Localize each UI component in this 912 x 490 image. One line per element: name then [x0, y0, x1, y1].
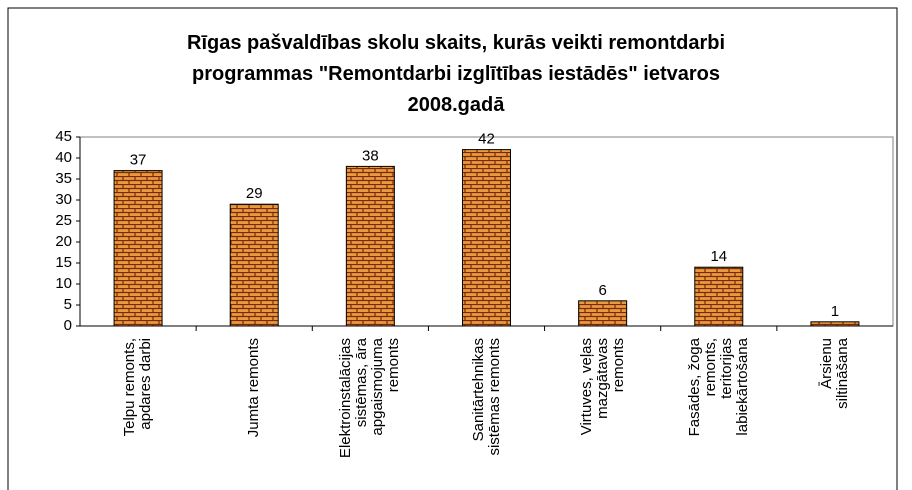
y-tick-label: 45: [55, 128, 72, 145]
bar: [113, 170, 163, 327]
data-label: 42: [478, 131, 495, 148]
data-label: 1: [831, 303, 839, 320]
bar: [810, 321, 860, 327]
frame: [7, 7, 898, 490]
y-tick-label: 30: [55, 191, 72, 208]
x-tick-label: Elektroinstalācijas sistēmas, āra apgais…: [337, 338, 403, 459]
data-label: 37: [130, 152, 147, 169]
x-tick-label: Virtuves, veļas mazgātavas remonts: [577, 338, 627, 436]
x-tick-label: Sanitārtehnikas sistēmas remonts: [469, 338, 503, 456]
x-tick-label: Fasādes, žoga remonts, teritorijas labie…: [685, 338, 751, 437]
y-tick-label: 40: [55, 149, 72, 166]
data-label: 29: [246, 185, 263, 202]
bar: [694, 266, 744, 327]
data-label: 6: [598, 282, 606, 299]
y-tick-label: 5: [64, 296, 72, 313]
chart-title: Rīgas pašvaldības skolu skaits, kurās ve…: [187, 32, 725, 116]
x-tick-label: Jumta remonts: [245, 338, 263, 438]
data-label: 14: [710, 248, 727, 265]
bar: [462, 149, 511, 327]
y-tick-label: 20: [55, 233, 72, 250]
x-tick-label: Ārsienu siltināšana: [817, 338, 851, 409]
bar: [345, 165, 395, 327]
data-label: 38: [362, 147, 379, 164]
y-tick-label: 0: [64, 317, 72, 334]
x-tick-label: Telpu remonts, apdares darbi: [121, 338, 155, 437]
y-tick-label: 35: [55, 170, 72, 187]
bar: [229, 203, 279, 327]
y-tick-label: 25: [55, 212, 72, 229]
bar: [578, 300, 628, 327]
y-tick-label: 10: [55, 275, 72, 292]
y-tick-label: 15: [55, 254, 72, 271]
